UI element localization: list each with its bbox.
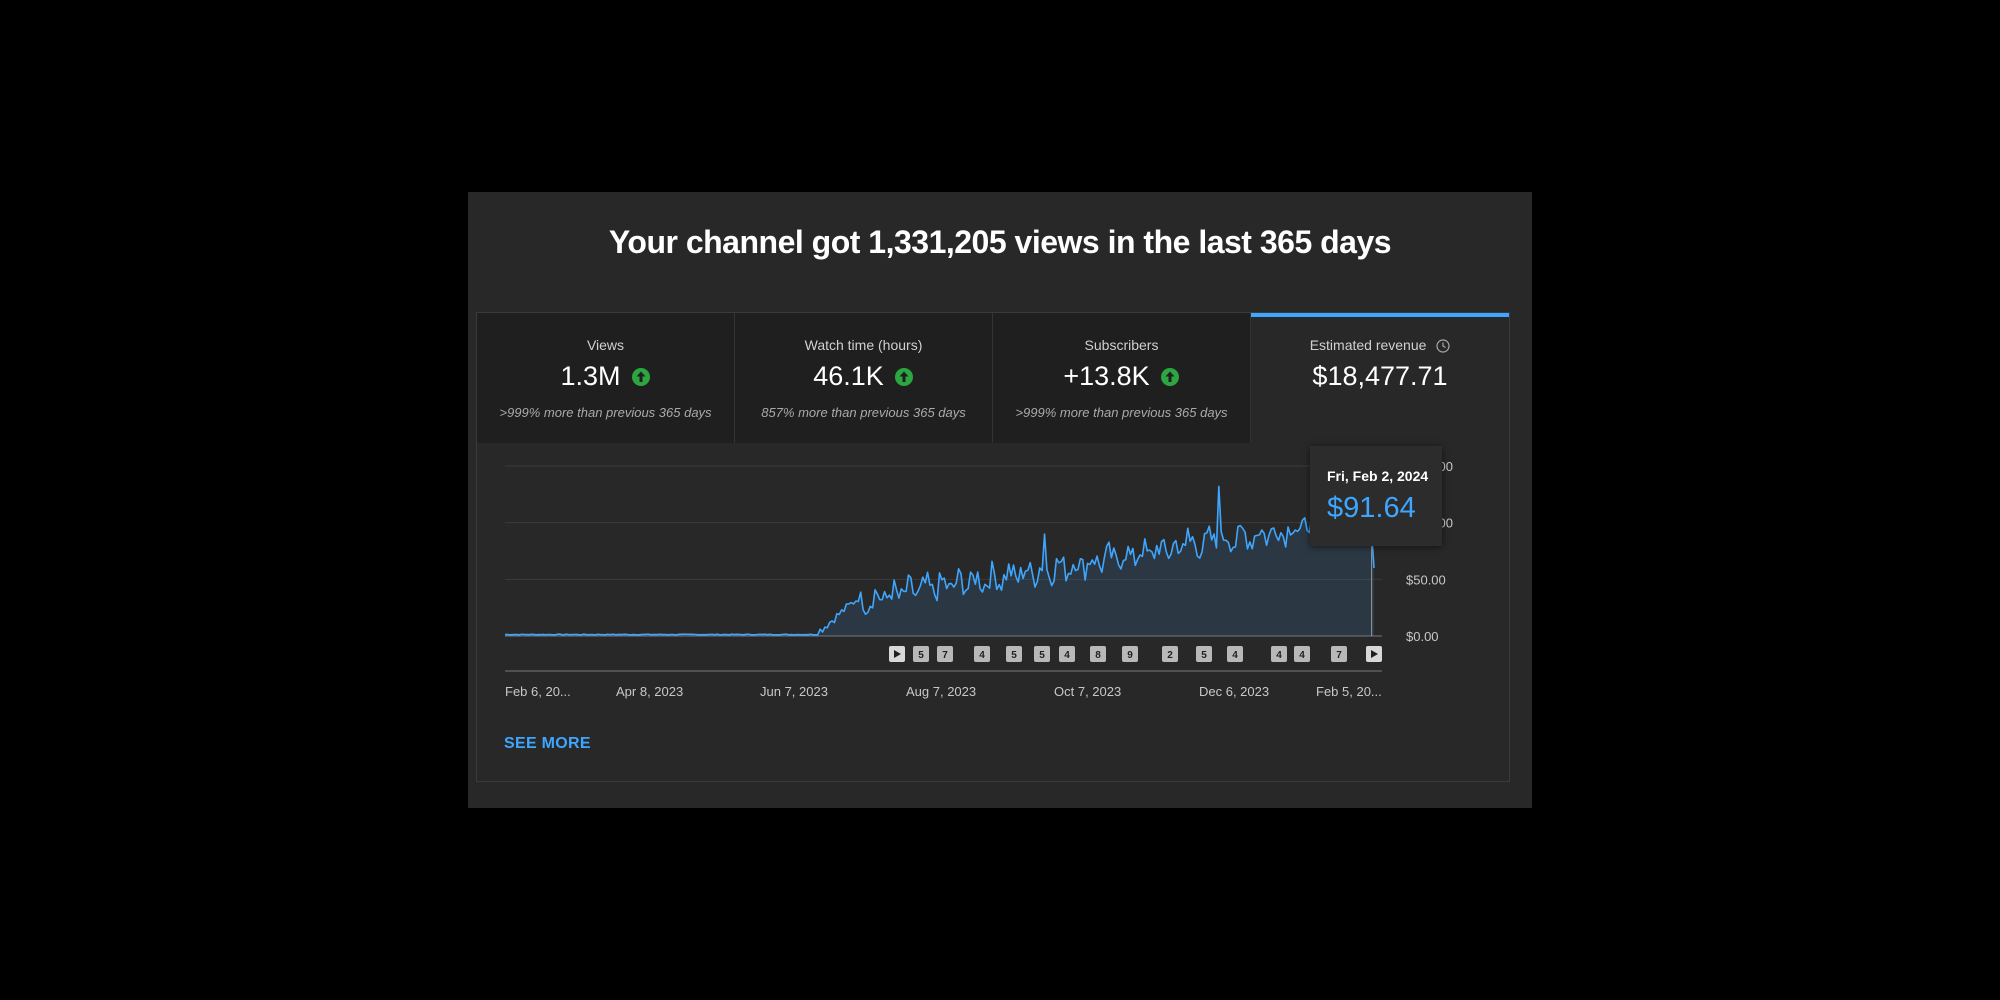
marker-label: 7 [942, 650, 948, 661]
trend-up-icon [894, 367, 913, 386]
video-marker[interactable]: 5 [1006, 646, 1022, 662]
marker-label: 4 [1299, 650, 1305, 661]
x-tick-label: Aug 7, 2023 [906, 684, 976, 699]
marker-label: 9 [1127, 650, 1133, 661]
marker-play-button[interactable] [1366, 646, 1382, 662]
marker-box [937, 646, 953, 662]
marker-box [1059, 646, 1075, 662]
play-icon [1371, 650, 1378, 658]
video-marker[interactable]: 4 [1294, 646, 1310, 662]
marker-box [913, 646, 929, 662]
video-marker[interactable]: 4 [1227, 646, 1243, 662]
marker-play-button[interactable] [889, 646, 905, 662]
video-marker[interactable]: 9 [1122, 646, 1138, 662]
marker-label: 5 [918, 650, 924, 661]
x-tick-label: Feb 5, 20... [1316, 684, 1382, 699]
marker-label: 4 [1276, 650, 1282, 661]
marker-box [1196, 646, 1212, 662]
tab-subscribers[interactable]: Subscribers +13.8K >999% more than previ… [993, 313, 1251, 443]
marker-box [1090, 646, 1106, 662]
trend-up-icon [1160, 367, 1179, 386]
video-marker[interactable]: 4 [1059, 646, 1075, 662]
metric-value: $18,477.71 [1312, 361, 1448, 391]
analytics-card: Your channel got 1,331,205 views in the … [468, 192, 1532, 808]
marker-label: 8 [1095, 650, 1101, 661]
tab-views[interactable]: Views 1.3M >999% more than previous 365 … [477, 313, 735, 443]
see-more-link[interactable]: SEE MORE [504, 735, 591, 752]
tab-label-text: Estimated revenue [1309, 337, 1427, 353]
video-marker[interactable]: 8 [1090, 646, 1106, 662]
tab-value: $18,477.71 [1251, 361, 1509, 392]
tab-label: Subscribers [1084, 337, 1159, 353]
marker-label: 7 [1336, 650, 1342, 661]
tab-label: Estimated revenue [1251, 337, 1509, 353]
series-line [504, 485, 1375, 636]
marker-box [1271, 646, 1287, 662]
marker-box [1162, 646, 1178, 662]
marker-label: 5 [1039, 650, 1045, 661]
marker-label: 5 [1011, 650, 1017, 661]
video-marker[interactable]: 2 [1162, 646, 1178, 662]
tooltip-date: Fri, Feb 2, 2024 [1327, 468, 1429, 484]
play-icon [894, 650, 901, 658]
video-marker[interactable]: 7 [937, 646, 953, 662]
comparison-text: 857% more than previous 365 days [761, 405, 966, 420]
x-tick-label: Jun 7, 2023 [760, 684, 828, 699]
series-area [505, 486, 1374, 636]
metric-value: +13.8K [1063, 361, 1150, 391]
trend-up-icon [631, 367, 650, 386]
marker-box [1331, 646, 1347, 662]
y-tick-label: $50.00 [1406, 572, 1446, 587]
x-tick-label: Oct 7, 2023 [1054, 684, 1121, 699]
tab-estimated-revenue[interactable]: Estimated revenue $18,477.71 [1251, 313, 1509, 443]
x-tick-label: Feb 6, 20... [505, 684, 571, 699]
metrics-panel: Views 1.3M >999% more than previous 365 … [476, 312, 1510, 782]
marker-label: 5 [1201, 650, 1207, 661]
marker-label: 4 [1064, 650, 1070, 661]
clock-icon[interactable] [1436, 339, 1450, 353]
marker-box [1034, 646, 1050, 662]
marker-box [1294, 646, 1310, 662]
x-tick-label: Apr 8, 2023 [616, 684, 683, 699]
marker-label: 4 [979, 650, 985, 661]
video-marker[interactable]: 4 [974, 646, 990, 662]
tab-value: 1.3M [477, 361, 734, 392]
y-tick-label: $0.00 [1406, 629, 1439, 644]
marker-label: 2 [1167, 650, 1173, 661]
tab-label: Views [586, 337, 625, 353]
metric-value: 46.1K [813, 361, 884, 391]
x-tick-label: Dec 6, 2023 [1199, 684, 1269, 699]
tab-value: 46.1K [735, 361, 992, 392]
marker-label: 4 [1232, 650, 1238, 661]
comparison-text: >999% more than previous 365 days [1015, 405, 1228, 420]
tab-watch-time[interactable]: Watch time (hours) 46.1K 857% more than … [735, 313, 993, 443]
tab-value: +13.8K [993, 361, 1250, 392]
tooltip-value: $91.64 [1327, 492, 1416, 524]
chart-tooltip: Fri, Feb 2, 2024 $91.64 [1310, 446, 1442, 546]
page-title: Your channel got 1,331,205 views in the … [608, 224, 1392, 260]
video-marker[interactable]: 4 [1271, 646, 1287, 662]
marker-box [974, 646, 990, 662]
marker-box [1227, 646, 1243, 662]
video-marker[interactable]: 7 [1331, 646, 1347, 662]
marker-box [1122, 646, 1138, 662]
comparison-text: >999% more than previous 365 days [499, 405, 712, 420]
video-marker[interactable]: 5 [913, 646, 929, 662]
video-marker[interactable]: 5 [1034, 646, 1050, 662]
metric-value: 1.3M [560, 361, 621, 391]
marker-box [1006, 646, 1022, 662]
tab-label: Watch time (hours) [804, 337, 923, 353]
video-marker[interactable]: 5 [1196, 646, 1212, 662]
